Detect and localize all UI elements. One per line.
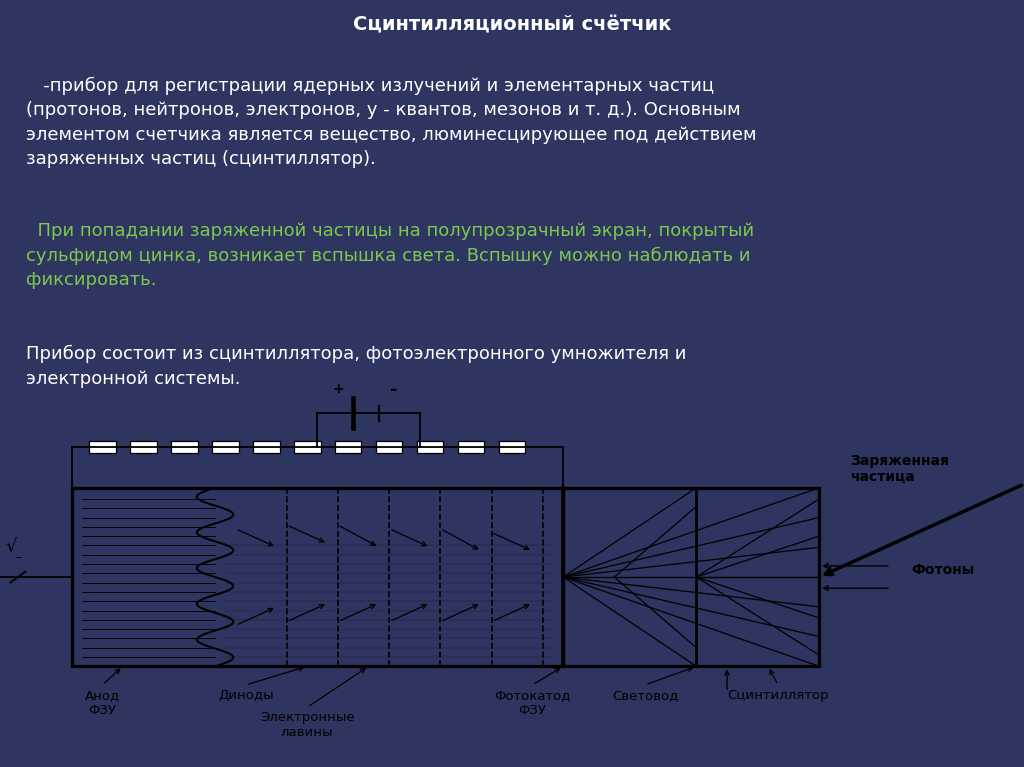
- Bar: [294, 440, 321, 453]
- Text: -прибор для регистрации ядерных излучений и элементарных частиц
(протонов, нейтр: -прибор для регистрации ядерных излучени…: [26, 77, 756, 168]
- Bar: [89, 440, 116, 453]
- Bar: [212, 440, 239, 453]
- Bar: [72, 488, 563, 667]
- Text: Диноды: Диноды: [218, 689, 273, 702]
- Text: Сцинтиллятор: Сцинтиллятор: [727, 689, 829, 702]
- Bar: [563, 488, 819, 667]
- Bar: [417, 440, 443, 453]
- Text: Фотокатод
ФЗУ: Фотокатод ФЗУ: [495, 689, 570, 716]
- Text: Световод: Световод: [612, 689, 678, 702]
- Text: Электронные
лавины: Электронные лавины: [260, 711, 354, 739]
- Bar: [376, 440, 402, 453]
- Text: +: +: [332, 382, 344, 396]
- Bar: [171, 440, 198, 453]
- Text: Фотоны: Фотоны: [911, 563, 975, 577]
- Bar: [499, 440, 525, 453]
- Text: Сцинтилляционный счётчик: Сцинтилляционный счётчик: [352, 15, 672, 35]
- Text: Прибор состоит из сцинтиллятора, фотоэлектронного умножителя и
электронной систе: Прибор состоит из сцинтиллятора, фотоэле…: [26, 345, 686, 387]
- Text: ‾: ‾: [15, 557, 20, 567]
- Text: -: -: [390, 380, 398, 399]
- Bar: [458, 440, 484, 453]
- Bar: [253, 440, 280, 453]
- Text: Анод
ФЗУ: Анод ФЗУ: [85, 689, 120, 716]
- Text: Заряженная
частица: Заряженная частица: [850, 454, 949, 484]
- Text: При попадании заряженной частицы на полупрозрачный экран, покрытый
сульфидом цин: При попадании заряженной частицы на полу…: [26, 222, 754, 289]
- Bar: [335, 440, 361, 453]
- Text: √: √: [5, 538, 16, 556]
- Bar: [130, 440, 157, 453]
